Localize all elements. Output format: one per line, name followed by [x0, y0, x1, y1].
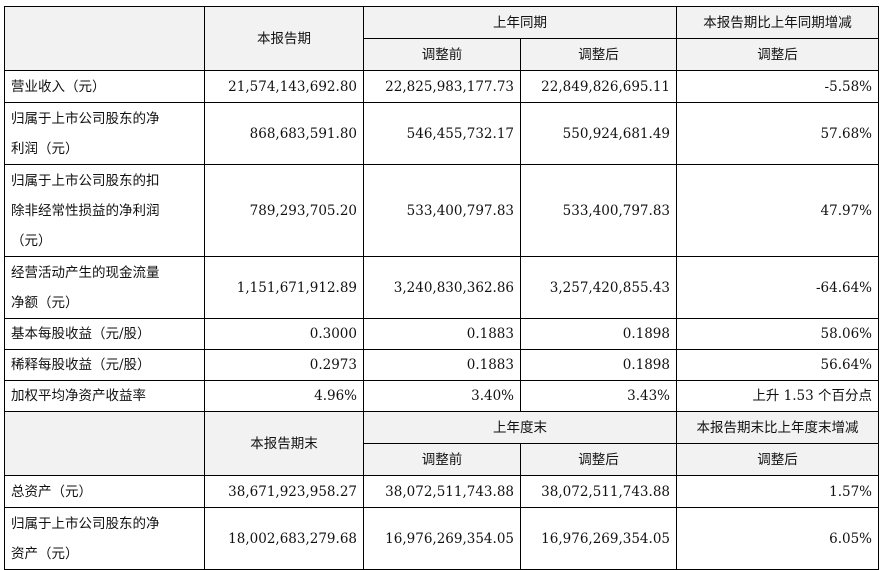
table-row: 营业收入（元） 21,574,143,692.80 22,825,983,177… — [4, 70, 879, 103]
header-change-after-adjustment: 调整后 — [676, 38, 879, 71]
value-before: 3,240,830,362.86 — [363, 256, 521, 319]
value-after: 0.1898 — [520, 318, 677, 350]
table-row: 基本每股收益（元/股） 0.3000 0.1883 0.1898 58.06% — [4, 318, 879, 350]
value-current: 0.2973 — [204, 349, 364, 381]
value-before: 3.40% — [363, 380, 521, 412]
row-label: 归属于上市公司股东的净 利润（元） — [4, 102, 205, 165]
value-before: 38,072,511,743.88 — [363, 475, 521, 508]
table-row: 加权平均净资产收益率 4.96% 3.40% 3.43% 上升 1.53 个百分… — [4, 380, 879, 412]
header-prior-year-same-period: 上年同期 — [363, 6, 677, 39]
table-row: 总资产（元） 38,671,923,958.27 38,072,511,743.… — [4, 475, 879, 508]
value-before: 533,400,797.83 — [363, 164, 521, 257]
value-before: 0.1883 — [363, 318, 521, 350]
table-row: 归属于上市公司股东的净 资产（元） 18,002,683,279.68 16,9… — [4, 507, 879, 570]
header-change-after-adjustment: 调整后 — [676, 443, 879, 476]
corner-cell — [4, 411, 205, 476]
header-before-adjustment: 调整前 — [363, 443, 521, 476]
row-label: 稀释每股收益（元/股） — [4, 349, 205, 381]
row-label: 基本每股收益（元/股） — [4, 318, 205, 350]
value-current: 868,683,591.80 — [204, 102, 364, 165]
value-after: 38,072,511,743.88 — [520, 475, 677, 508]
header-change: 本报告期比上年同期增减 — [676, 6, 879, 39]
value-current: 21,574,143,692.80 — [204, 70, 364, 103]
value-change: 6.05% — [676, 507, 879, 570]
value-change: -5.58% — [676, 70, 879, 103]
value-before: 0.1883 — [363, 349, 521, 381]
header-after-adjustment: 调整后 — [520, 443, 677, 476]
row-label: 加权平均净资产收益率 — [4, 380, 205, 412]
value-current: 0.3000 — [204, 318, 364, 350]
value-change: -64.64% — [676, 256, 879, 319]
header-current-period-end: 本报告期末 — [204, 411, 364, 476]
financial-summary-table: 本报告期 上年同期 本报告期比上年同期增减 调整前 调整后 调整后 营业收入（元… — [4, 6, 879, 570]
value-change: 上升 1.53 个百分点 — [676, 380, 879, 412]
value-before: 546,455,732.17 — [363, 102, 521, 165]
row-label: 经营活动产生的现金流量 净额（元） — [4, 256, 205, 319]
value-before: 16,976,269,354.05 — [363, 507, 521, 570]
header-prior-year-end: 上年度末 — [363, 411, 677, 444]
value-after: 3.43% — [520, 380, 677, 412]
value-before: 22,825,983,177.73 — [363, 70, 521, 103]
section2-header-row: 本报告期末 上年度末 本报告期末比上年度末增减 — [4, 411, 879, 476]
section1-header-row: 本报告期 上年同期 本报告期比上年同期增减 — [4, 6, 879, 71]
value-current: 38,671,923,958.27 — [204, 475, 364, 508]
header-current-period: 本报告期 — [204, 6, 364, 71]
table-row: 归属于上市公司股东的扣 除非经常性损益的净利润 （元） 789,293,705.… — [4, 164, 879, 257]
value-current: 789,293,705.20 — [204, 164, 364, 257]
table-row: 稀释每股收益（元/股） 0.2973 0.1883 0.1898 56.64% — [4, 349, 879, 381]
header-before-adjustment: 调整前 — [363, 38, 521, 71]
section2-subheader-row: 调整前 调整后 调整后 — [5, 443, 879, 476]
value-change: 57.68% — [676, 102, 879, 165]
header-change: 本报告期末比上年度末增减 — [676, 411, 879, 444]
header-after-adjustment: 调整后 — [520, 38, 677, 71]
value-after: 0.1898 — [520, 349, 677, 381]
row-label: 归属于上市公司股东的扣 除非经常性损益的净利润 （元） — [4, 164, 205, 257]
value-change: 1.57% — [676, 475, 879, 508]
value-after: 22,849,826,695.11 — [520, 70, 677, 103]
value-change: 56.64% — [676, 349, 879, 381]
row-label: 总资产（元） — [4, 475, 205, 508]
table-row: 归属于上市公司股东的净 利润（元） 868,683,591.80 546,455… — [4, 102, 879, 165]
section1-subheader-row: 调整前 调整后 调整后 — [5, 38, 879, 71]
value-change: 47.97% — [676, 164, 879, 257]
value-current: 1,151,671,912.89 — [204, 256, 364, 319]
value-after: 3,257,420,855.43 — [520, 256, 677, 319]
row-label: 营业收入（元） — [4, 70, 205, 103]
value-after: 533,400,797.83 — [520, 164, 677, 257]
table-row: 经营活动产生的现金流量 净额（元） 1,151,671,912.89 3,240… — [4, 256, 879, 319]
value-current: 18,002,683,279.68 — [204, 507, 364, 570]
row-label: 归属于上市公司股东的净 资产（元） — [4, 507, 205, 570]
value-current: 4.96% — [204, 380, 364, 412]
value-after: 16,976,269,354.05 — [520, 507, 677, 570]
corner-cell — [4, 6, 205, 71]
value-change: 58.06% — [676, 318, 879, 350]
value-after: 550,924,681.49 — [520, 102, 677, 165]
